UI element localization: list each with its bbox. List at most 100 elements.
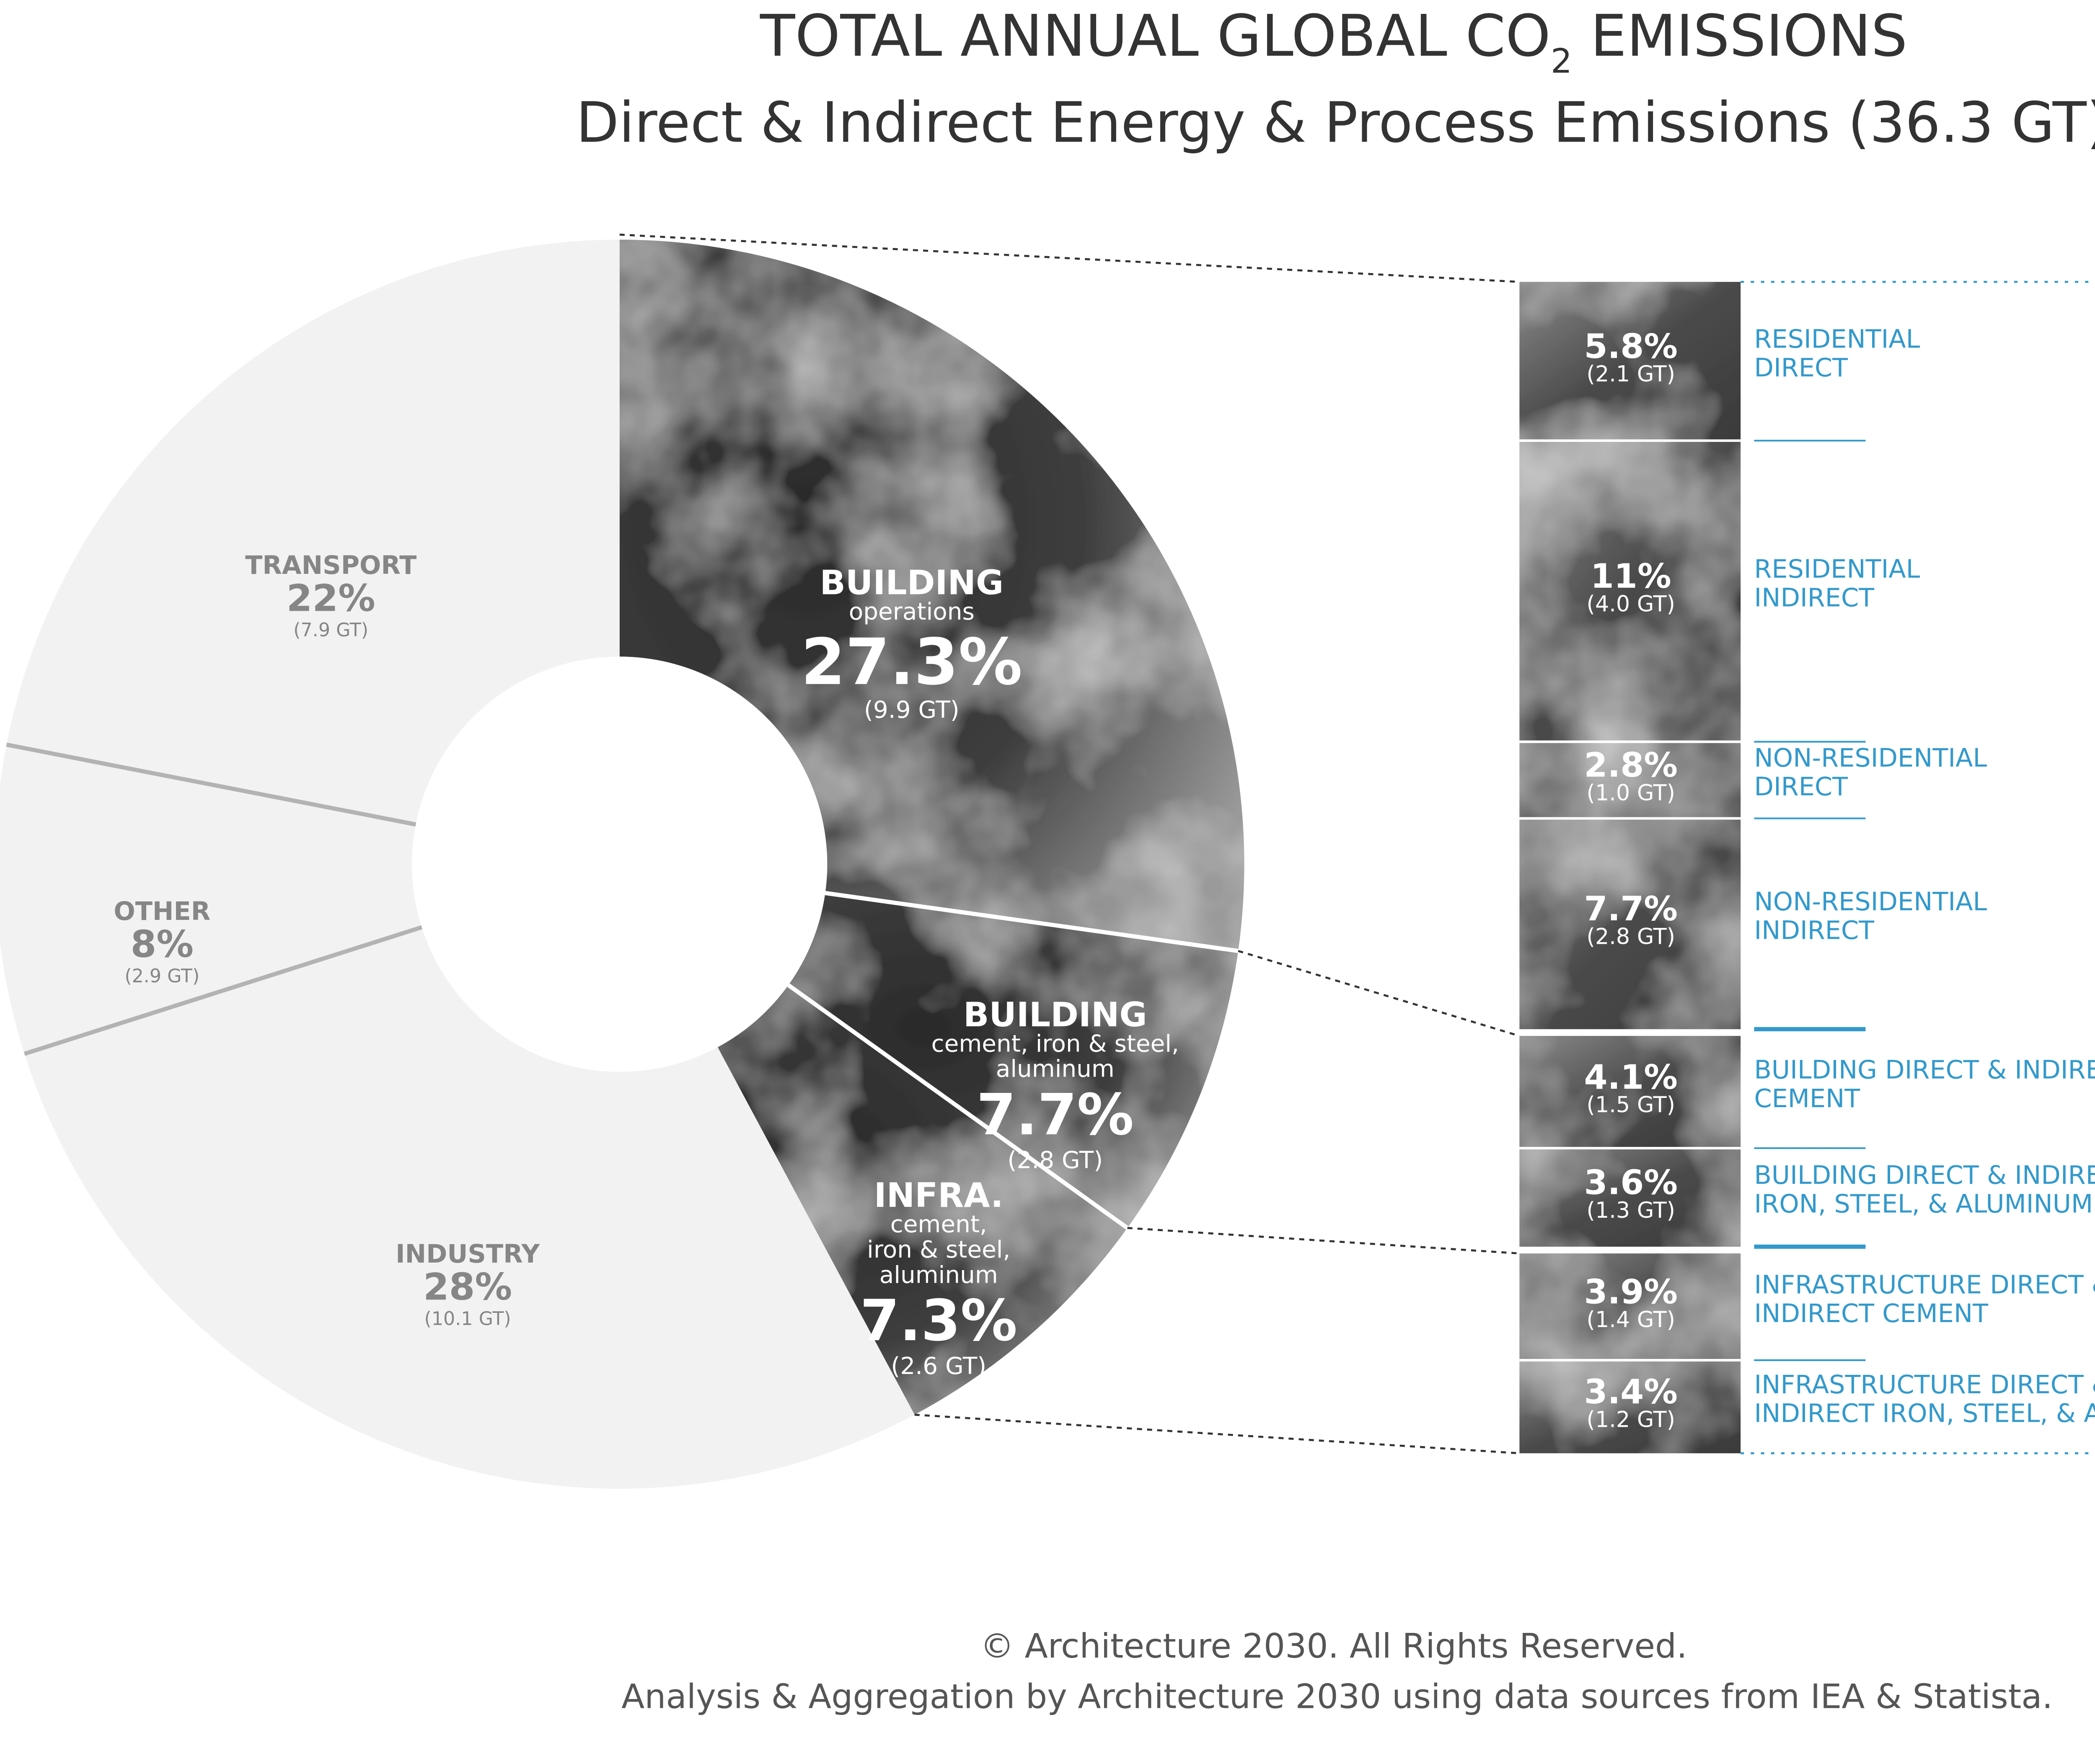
breakdown-gt: (2.8 GT) [1587,924,1676,950]
breakdown-pct: 5.8% [1584,327,1678,366]
breakdown-gt: (2.1 GT) [1587,362,1676,387]
breakdown-gt: (1.2 GT) [1587,1407,1676,1432]
slice-pct: 28% [423,1266,512,1309]
breakdown-pct: 11% [1591,557,1671,596]
breakdown-label: RESIDENTIAL [1754,555,1920,584]
breakdown-row: 3.4%(1.2 GT) INFRASTRUCTURE DIRECT &INDIR… [1519,1359,2095,1454]
connector-bottom [914,1413,1520,1454]
breakdown-label: INFRASTRUCTURE DIRECT & [1754,1370,2095,1400]
pie-slice-industry [24,927,915,1489]
pie-slice-infra [717,985,1128,1415]
pie-slice-building_mat [788,893,1239,1228]
breakdown-row: 3.6%(1.3 GT) BUILDING DIRECT & INDIRECTIR… [1519,1147,2095,1249]
breakdown-label: IRON, STEEL, & ALUMINUM [1754,1190,2093,1219]
slice-separator [825,891,1239,953]
slice-gt: (2.8 GT) [1007,1147,1103,1174]
breakdown-gt: (1.3 GT) [1587,1198,1676,1223]
breakdown-row: 3.9%(1.4 GT) INFRASTRUCTURE DIRECT &INDIR… [1519,1253,2095,1361]
breakdown-pct: 7.7% [1584,889,1678,929]
pie-slice-transport [6,240,620,825]
slice-gt: (2.6 GT) [891,1353,986,1380]
slice-pct: 7.3% [860,1287,1017,1353]
breakdown-segment [1519,1253,1741,1361]
breakdown-label: RESIDENTIAL [1754,325,1920,354]
breakdown-segment [1519,818,1741,1029]
slice-pct: 8% [131,923,194,966]
slice-gt: (9.9 GT) [864,696,960,723]
slice-title: INDUSTRY [396,1240,540,1269]
breakdown-gt: (4.0 GT) [1587,591,1676,617]
slice-label-infra: INFRA.cement,iron & steel,aluminum7.3%(2… [860,1176,1017,1380]
slice-separator [6,742,416,827]
breakdown-label: INDIRECT [1754,584,1875,613]
slice-gt: (2.9 GT) [124,966,199,987]
slice-title: TRANSPORT [245,551,416,580]
breakdown-label: DIRECT [1754,772,1848,801]
breakdown-label: INFRASTRUCTURE DIRECT & [1754,1270,2095,1299]
connector-top [619,233,1520,283]
breakdown-pct: 3.4% [1584,1372,1678,1412]
breakdown-label: BUILDING DIRECT & INDIRECT [1754,1161,2095,1190]
pie-slice-other [0,744,422,1054]
slice-desc: aluminum [879,1261,998,1289]
slice-desc: cement, iron & steel, [931,1030,1179,1057]
slice-title: OTHER [114,897,210,926]
breakdown-segment [1519,1148,1741,1247]
breakdown-label: INDIRECT CEMENT [1754,1299,1989,1328]
slice-gt: (10.1 GT) [424,1308,511,1330]
breakdown-gt: (1.4 GT) [1587,1307,1676,1333]
breakdown-row: 4.1%(1.5 GT) BUILDING DIRECT & INDIRECTCE… [1519,1036,2095,1149]
breakdown-label: CEMENT [1754,1084,1860,1113]
breakdown-pct: 3.9% [1584,1273,1678,1312]
slice-title: BUILDING [963,995,1147,1035]
slice-separator [23,925,423,1056]
breakdown-segment [1519,1360,1741,1454]
footer-source: Analysis & Aggregation by Architecture 2… [621,1677,2053,1717]
slice-pct: 27.3% [801,625,1022,699]
footer-copyright: © Architecture 2030. All Rights Reserved… [980,1627,1687,1666]
breakdown-gt: (1.5 GT) [1587,1092,1676,1118]
breakdown-pct: 4.1% [1584,1058,1678,1097]
connector-building-mat [1238,950,1520,1037]
breakdown-pct: 3.6% [1584,1163,1678,1202]
slice-separator [787,983,1129,1230]
chart-subtitle: Direct & Indirect Energy & Process Emiss… [576,90,2095,155]
breakdown-segment [1519,1036,1741,1148]
breakdown-segment [1519,440,1741,742]
connector-lines [619,233,2095,1454]
slice-desc: iron & steel, [867,1236,1010,1263]
breakdown-label: INDIRECT [1754,916,1875,945]
slice-pct: 7.7% [977,1082,1134,1148]
breakdown-pct: 2.8% [1584,746,1678,785]
breakdown-label: INDIRECT IRON, STEEL, & ALUMINUM [1754,1399,2095,1428]
breakdown-gt: (1.0 GT) [1587,780,1676,806]
chart-title: TOTAL ANNUAL GLOBAL CO2 EMISSIONS [760,3,1908,81]
slice-desc: operations [849,598,975,625]
slice-desc: aluminum [996,1056,1115,1083]
breakdown-label: DIRECT [1754,354,1848,383]
breakdown-segment [1519,741,1741,819]
breakdown-segment [1519,282,1741,441]
slice-desc: cement, [890,1211,987,1238]
connector-infra [1127,1227,1520,1255]
slice-pct: 22% [287,577,375,620]
breakdown-label: NON-RESIDENTIAL [1754,887,1987,917]
pie-slice-building_ops [619,240,1244,951]
breakdown-label: BUILDING DIRECT & INDIRECT [1754,1056,2095,1085]
slice-gt: (7.9 GT) [293,620,368,641]
slice-title: BUILDING [820,563,1004,602]
breakdown-label: NON-RESIDENTIAL [1754,744,1987,773]
